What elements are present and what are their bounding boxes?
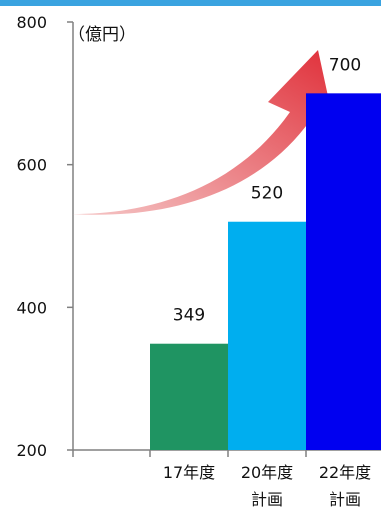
category-label: 22年度 (319, 463, 371, 482)
bar (306, 93, 381, 450)
category-label: 20年度 (241, 463, 293, 482)
y-tick-label: 400 (16, 298, 47, 317)
data-label: 520 (251, 184, 283, 204)
data-label: 700 (329, 55, 361, 75)
header-accent-bar (0, 0, 381, 6)
data-labels: 349 520 700 (173, 55, 361, 325)
y-tick-label: 200 (16, 441, 47, 460)
x-axis (72, 449, 381, 457)
bar (228, 221, 306, 450)
y-axis-unit-label: （億円） (68, 25, 136, 45)
bar (150, 343, 228, 450)
bars (150, 93, 381, 450)
y-axis: 200 400 600 800 (16, 13, 74, 460)
data-label: 349 (173, 306, 205, 326)
growth-arrow-icon (72, 50, 334, 215)
category-label: 計画 (251, 490, 283, 509)
category-label: 計画 (329, 490, 361, 509)
y-tick-label: 600 (16, 156, 47, 175)
y-tick-label: 800 (16, 13, 47, 32)
category-label: 17年度 (163, 463, 215, 482)
